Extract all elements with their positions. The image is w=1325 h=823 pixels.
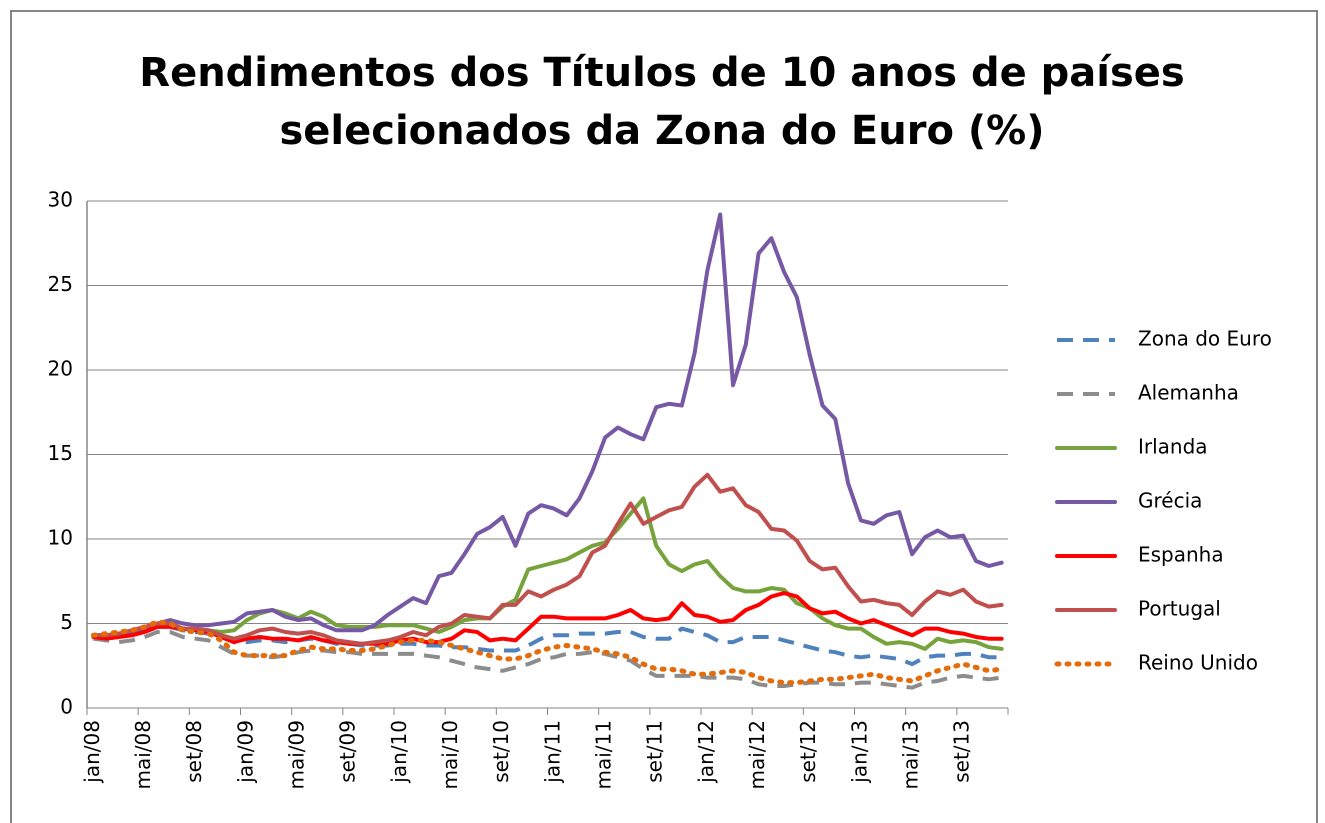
x-tick-label: jan/12	[694, 720, 718, 784]
series-line	[91, 591, 1004, 646]
chart-frame	[10, 10, 1318, 823]
x-tick-label: jan/10	[387, 720, 411, 784]
x-tick-label: set/11	[643, 720, 667, 783]
x-tick-label: set/09	[336, 720, 360, 783]
legend-label: Espanha	[1138, 543, 1224, 567]
legend-label: Irlanda	[1138, 435, 1208, 459]
series-line	[91, 496, 1004, 651]
y-tick-label: 25	[48, 272, 73, 296]
legend-label: Grécia	[1138, 489, 1202, 513]
x-tick-label: mai/08	[131, 720, 155, 789]
series-line	[91, 472, 1004, 646]
x-tick-label: set/10	[489, 720, 513, 783]
series-line	[90, 619, 1005, 686]
y-tick-label: 10	[48, 526, 73, 550]
x-tick-label: mai/12	[745, 720, 769, 789]
y-tick-label: 20	[48, 357, 73, 381]
legend-label: Zona do Euro	[1138, 327, 1272, 351]
y-tick-label: 5	[60, 610, 73, 634]
x-tick-label: mai/10	[438, 720, 462, 789]
chart-title: Rendimentos dos Títulos de 10 anos de pa…	[139, 50, 1184, 96]
legend-label: Portugal	[1138, 597, 1221, 621]
series-line	[91, 212, 1004, 638]
x-tick-label: jan/08	[80, 720, 104, 784]
x-tick-label: set/12	[796, 720, 820, 783]
legend-label: Reino Unido	[1138, 651, 1258, 675]
y-tick-label: 15	[48, 441, 73, 465]
y-tick-label: 0	[60, 695, 73, 719]
x-tick-label: set/13	[950, 720, 974, 783]
x-tick-label: set/08	[182, 720, 206, 783]
chart-title: selecionados da Zona do Euro (%)	[279, 108, 1044, 154]
x-tick-label: jan/11	[540, 720, 564, 784]
legend-label: Alemanha	[1138, 381, 1239, 405]
x-tick-label: jan/09	[233, 720, 257, 784]
x-tick-label: mai/09	[285, 720, 309, 789]
y-tick-label: 30	[48, 188, 73, 212]
x-tick-label: mai/11	[592, 720, 616, 789]
x-tick-label: jan/13	[847, 720, 871, 784]
x-tick-label: mai/13	[899, 720, 923, 789]
